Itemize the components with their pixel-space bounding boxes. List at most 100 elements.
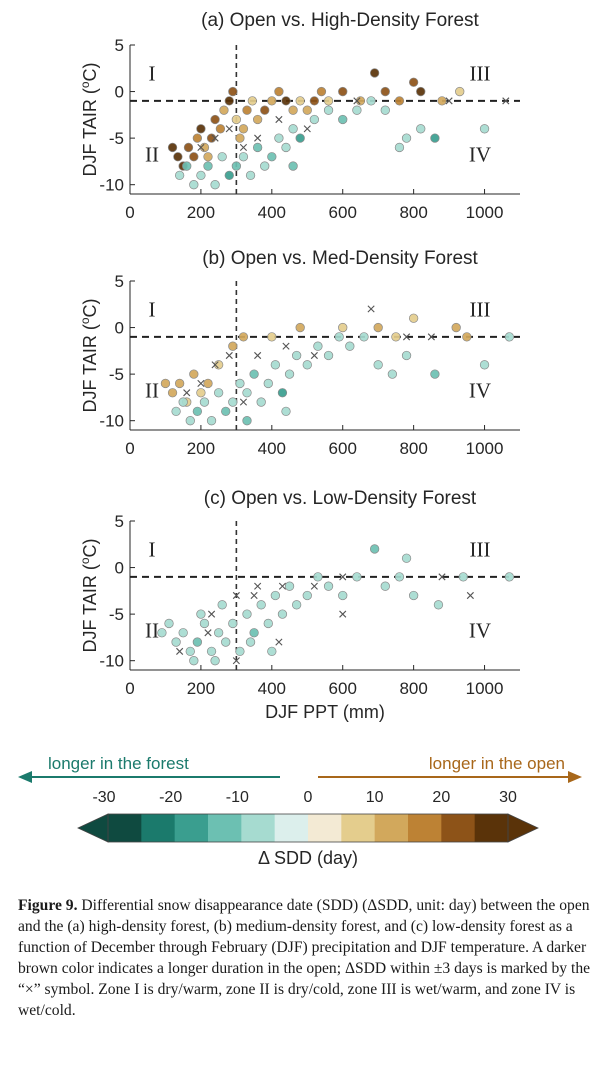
colorbar: longer in the forest longer in the open -3… <box>18 754 582 868</box>
data-point-cross <box>339 610 347 618</box>
data-point <box>401 350 412 361</box>
data-point <box>199 618 210 629</box>
data-point-cross <box>310 351 318 360</box>
colorbar-segment <box>108 814 142 842</box>
data-point <box>338 322 348 333</box>
data-point <box>302 590 312 601</box>
zone-label-IV: IV <box>469 618 491 642</box>
colorbar-segment <box>408 814 442 842</box>
data-point-cross <box>367 305 375 313</box>
panel-title: (b) Open vs. Med-Density Forest <box>202 248 478 269</box>
data-point <box>391 332 401 342</box>
data-point-cross <box>183 389 191 397</box>
data-point <box>260 105 270 115</box>
data-point <box>206 646 217 657</box>
data-point-cross <box>282 342 290 350</box>
data-point <box>219 105 229 115</box>
data-point <box>455 86 465 97</box>
data-point <box>323 350 334 361</box>
colorbar-segment <box>474 814 509 842</box>
data-point <box>267 96 277 106</box>
figure-9: (a) Open vs. High-Density Forest50-5-100… <box>18 10 582 868</box>
data-point <box>228 397 238 407</box>
data-point <box>242 105 252 115</box>
x-tick-label: 800 <box>399 439 427 458</box>
data-point <box>157 628 167 638</box>
data-point <box>267 152 277 162</box>
data-point-cross <box>275 638 283 646</box>
data-point-cross <box>402 333 411 341</box>
data-point <box>247 96 257 106</box>
data-point-cross <box>232 591 240 600</box>
x-tick-label: 400 <box>258 439 286 458</box>
data-point <box>189 180 199 190</box>
colorbar-segment <box>274 814 309 842</box>
zone-label-II: II <box>145 142 159 166</box>
y-tick-label: 0 <box>115 319 124 338</box>
data-point <box>408 313 419 323</box>
data-point <box>238 124 249 134</box>
x-axis-label: DJF PPT (mm) <box>265 702 385 722</box>
colorbar-tick-label: -20 <box>159 789 182 806</box>
data-point-cross <box>211 361 219 369</box>
data-point-cross <box>278 582 287 590</box>
data-point <box>228 341 238 351</box>
scatter-panel-1: (a) Open vs. High-Density Forest50-5-100… <box>78 10 520 222</box>
data-point <box>160 378 171 389</box>
data-point <box>213 628 224 638</box>
data-point <box>171 406 181 417</box>
data-point <box>281 96 291 106</box>
data-point <box>217 152 227 162</box>
data-point <box>231 161 242 171</box>
data-point <box>302 360 312 370</box>
data-point <box>323 105 334 115</box>
data-point <box>242 416 252 426</box>
data-point <box>196 124 206 134</box>
data-point-cross <box>239 398 248 406</box>
data-point <box>196 609 206 619</box>
data-point <box>277 609 288 619</box>
y-tick-label: 5 <box>115 272 124 291</box>
data-point <box>235 133 245 143</box>
data-point <box>270 590 281 601</box>
data-point <box>338 114 348 125</box>
colorbar-low-cap <box>77 813 109 843</box>
colorbar-tick-label: -30 <box>92 789 115 806</box>
data-point <box>189 369 199 379</box>
data-point <box>224 170 234 181</box>
data-point-cross <box>502 97 510 105</box>
data-point <box>183 142 194 153</box>
data-point <box>309 96 320 106</box>
data-point <box>451 322 461 333</box>
data-point <box>267 646 277 657</box>
data-point <box>291 600 302 610</box>
data-point <box>380 86 390 97</box>
data-point <box>373 322 383 333</box>
data-point <box>249 369 259 379</box>
data-point <box>352 572 362 582</box>
zone-label-III: III <box>470 61 491 85</box>
zone-label-IV: IV <box>469 378 491 402</box>
data-point <box>394 96 405 106</box>
data-point <box>373 360 383 370</box>
data-point-cross <box>466 591 474 600</box>
data-point <box>203 378 213 389</box>
data-point <box>178 397 188 407</box>
data-point <box>430 369 440 379</box>
y-tick-label: -5 <box>109 129 124 148</box>
x-tick-label: 0 <box>125 679 134 698</box>
data-point <box>270 360 281 370</box>
data-point <box>228 618 238 629</box>
data-point <box>231 114 242 125</box>
open-arrow-label: longer in the open <box>429 754 565 773</box>
colorbar-tick-label: 10 <box>366 789 384 806</box>
data-point <box>408 77 419 87</box>
data-point <box>215 124 226 134</box>
data-point <box>352 105 362 115</box>
colorbar-segment <box>174 814 209 842</box>
data-point <box>302 105 312 115</box>
data-point <box>408 590 419 601</box>
data-point <box>235 378 245 389</box>
data-point <box>433 600 444 610</box>
